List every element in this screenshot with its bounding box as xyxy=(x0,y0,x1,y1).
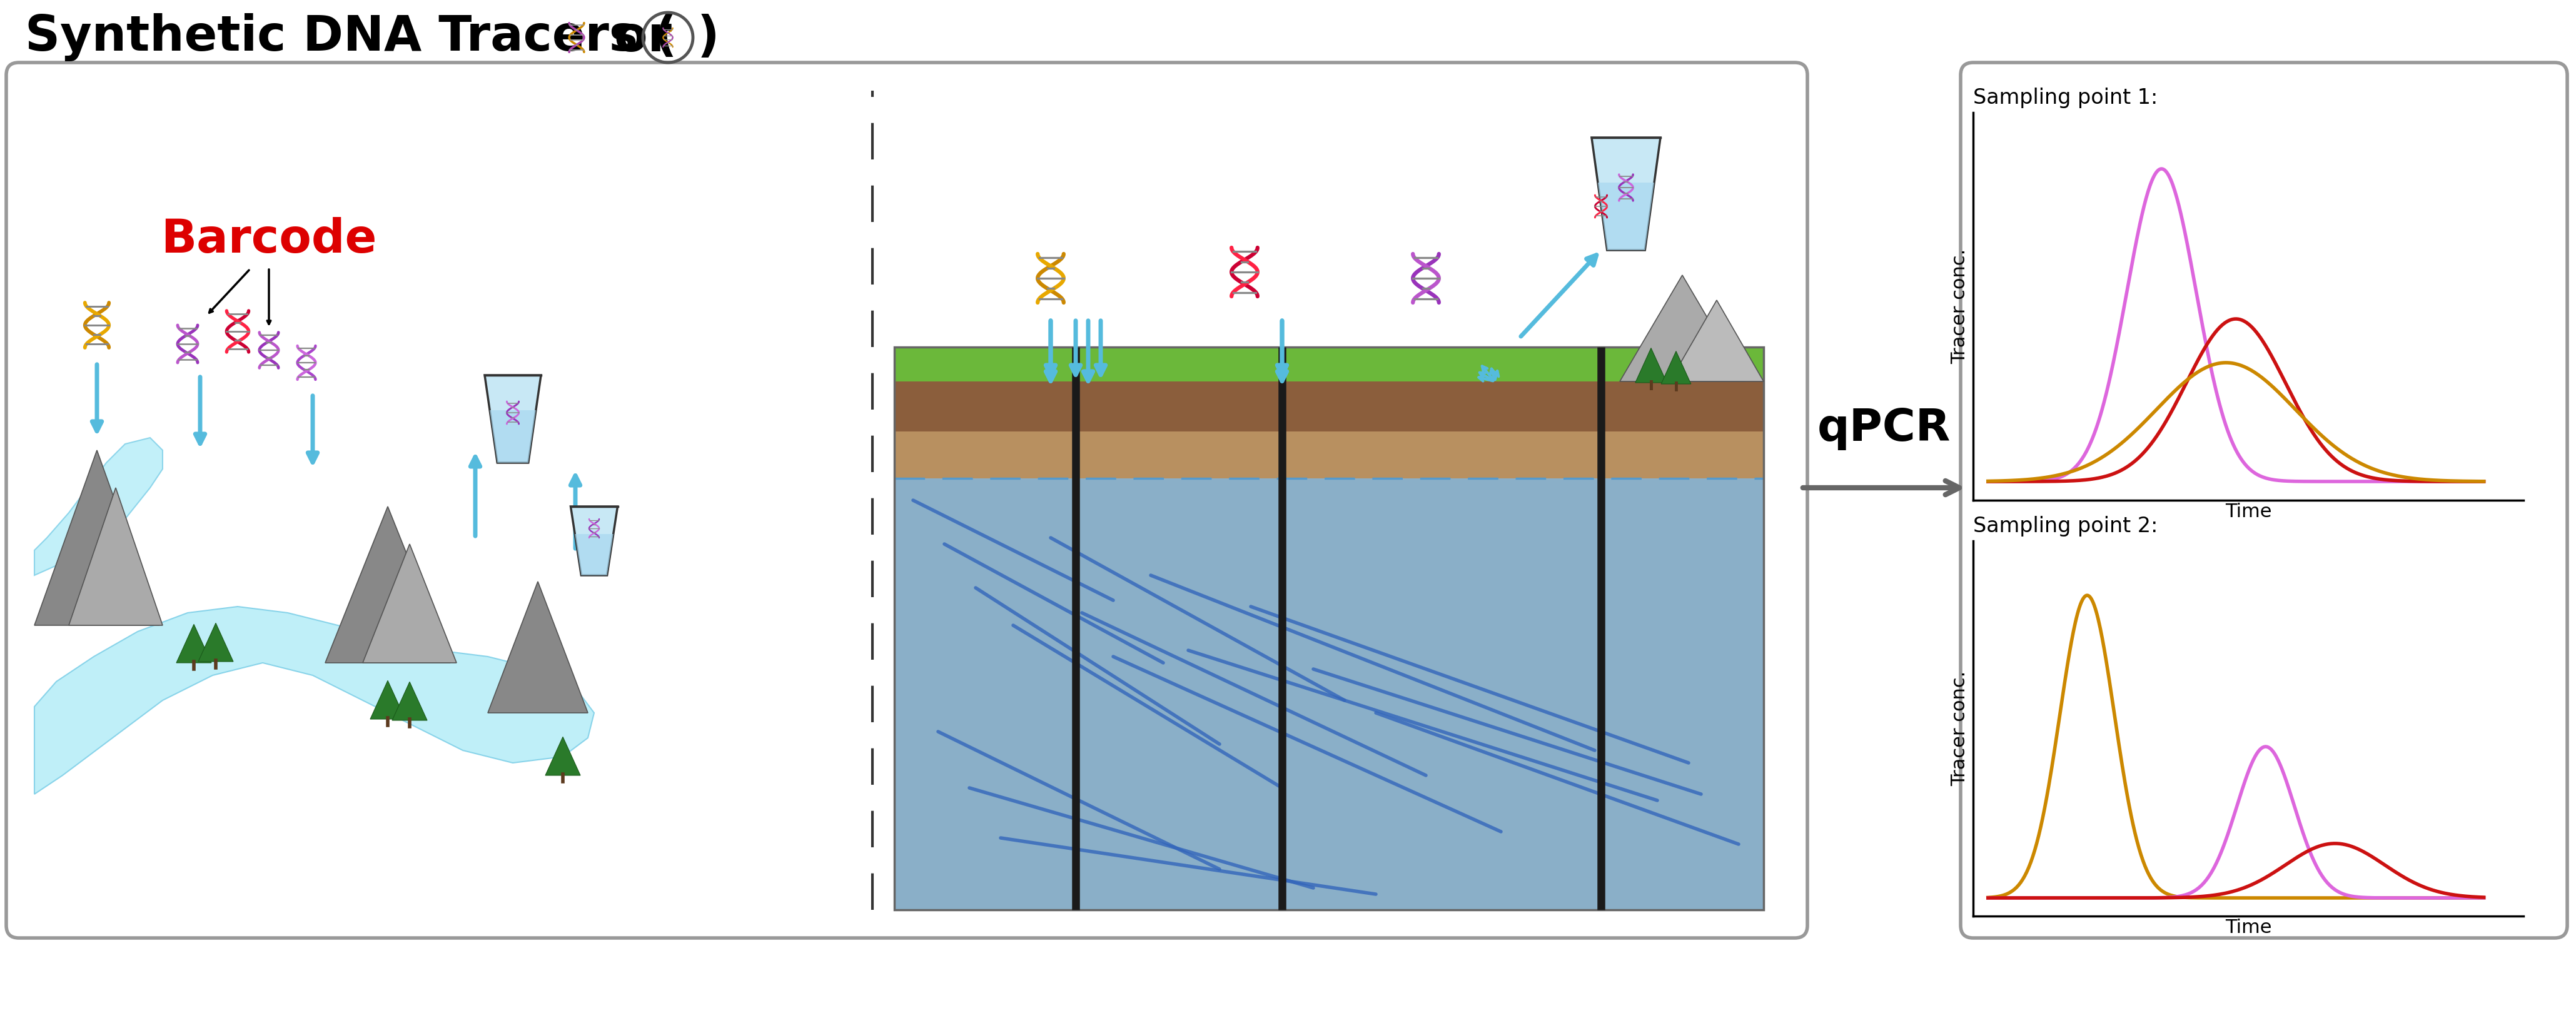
Polygon shape xyxy=(371,681,404,719)
Polygon shape xyxy=(198,623,234,661)
Text: or: or xyxy=(598,14,688,61)
Polygon shape xyxy=(33,450,160,625)
Y-axis label: Tracer conc.: Tracer conc. xyxy=(1950,249,1968,364)
X-axis label: Time: Time xyxy=(2226,919,2272,937)
Polygon shape xyxy=(1597,182,1654,250)
Text: qPCR: qPCR xyxy=(1816,407,1950,450)
Polygon shape xyxy=(175,624,211,663)
Polygon shape xyxy=(1592,138,1662,250)
Text: ): ) xyxy=(698,14,719,61)
Polygon shape xyxy=(392,682,428,720)
Bar xyxy=(2231,898,2249,916)
Bar xyxy=(894,347,1765,910)
Polygon shape xyxy=(70,487,162,625)
Bar xyxy=(2264,898,2282,916)
Polygon shape xyxy=(33,607,595,794)
Y-axis label: Tracer conc.: Tracer conc. xyxy=(1950,671,1968,786)
Polygon shape xyxy=(1662,352,1690,384)
FancyBboxPatch shape xyxy=(5,63,1808,938)
Text: Sampling point 1:: Sampling point 1: xyxy=(1973,87,2159,108)
FancyBboxPatch shape xyxy=(1960,63,2568,938)
Polygon shape xyxy=(574,534,613,575)
Polygon shape xyxy=(489,410,536,463)
Text: Sampling point 2:: Sampling point 2: xyxy=(1973,516,2159,537)
X-axis label: Time: Time xyxy=(2226,502,2272,521)
Polygon shape xyxy=(484,375,541,463)
Polygon shape xyxy=(325,506,451,663)
Text: Barcode: Barcode xyxy=(160,217,376,262)
Polygon shape xyxy=(546,736,580,775)
Polygon shape xyxy=(363,544,456,663)
Bar xyxy=(894,382,1765,432)
Polygon shape xyxy=(1636,348,1667,383)
Polygon shape xyxy=(1669,300,1765,382)
Polygon shape xyxy=(487,581,587,713)
Bar xyxy=(894,478,1765,910)
Polygon shape xyxy=(33,438,162,575)
Polygon shape xyxy=(572,506,618,575)
Text: Synthetic DNA Tracers (: Synthetic DNA Tracers ( xyxy=(26,13,677,62)
Bar xyxy=(2298,898,2316,916)
Bar xyxy=(894,432,1765,478)
Polygon shape xyxy=(1620,276,1744,382)
Bar xyxy=(894,347,1765,382)
